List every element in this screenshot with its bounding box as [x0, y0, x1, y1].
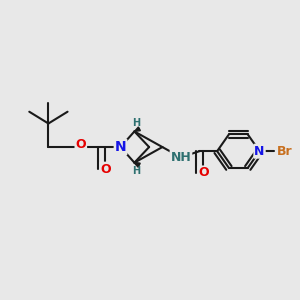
Text: NH: NH — [170, 151, 191, 164]
Polygon shape — [134, 127, 140, 131]
Text: O: O — [76, 138, 86, 151]
Text: O: O — [100, 163, 111, 176]
Text: H: H — [132, 166, 140, 176]
Text: N: N — [115, 140, 126, 154]
Text: H: H — [132, 118, 140, 128]
Text: O: O — [198, 167, 209, 179]
Text: Br: Br — [277, 145, 292, 158]
Text: N: N — [254, 145, 265, 158]
